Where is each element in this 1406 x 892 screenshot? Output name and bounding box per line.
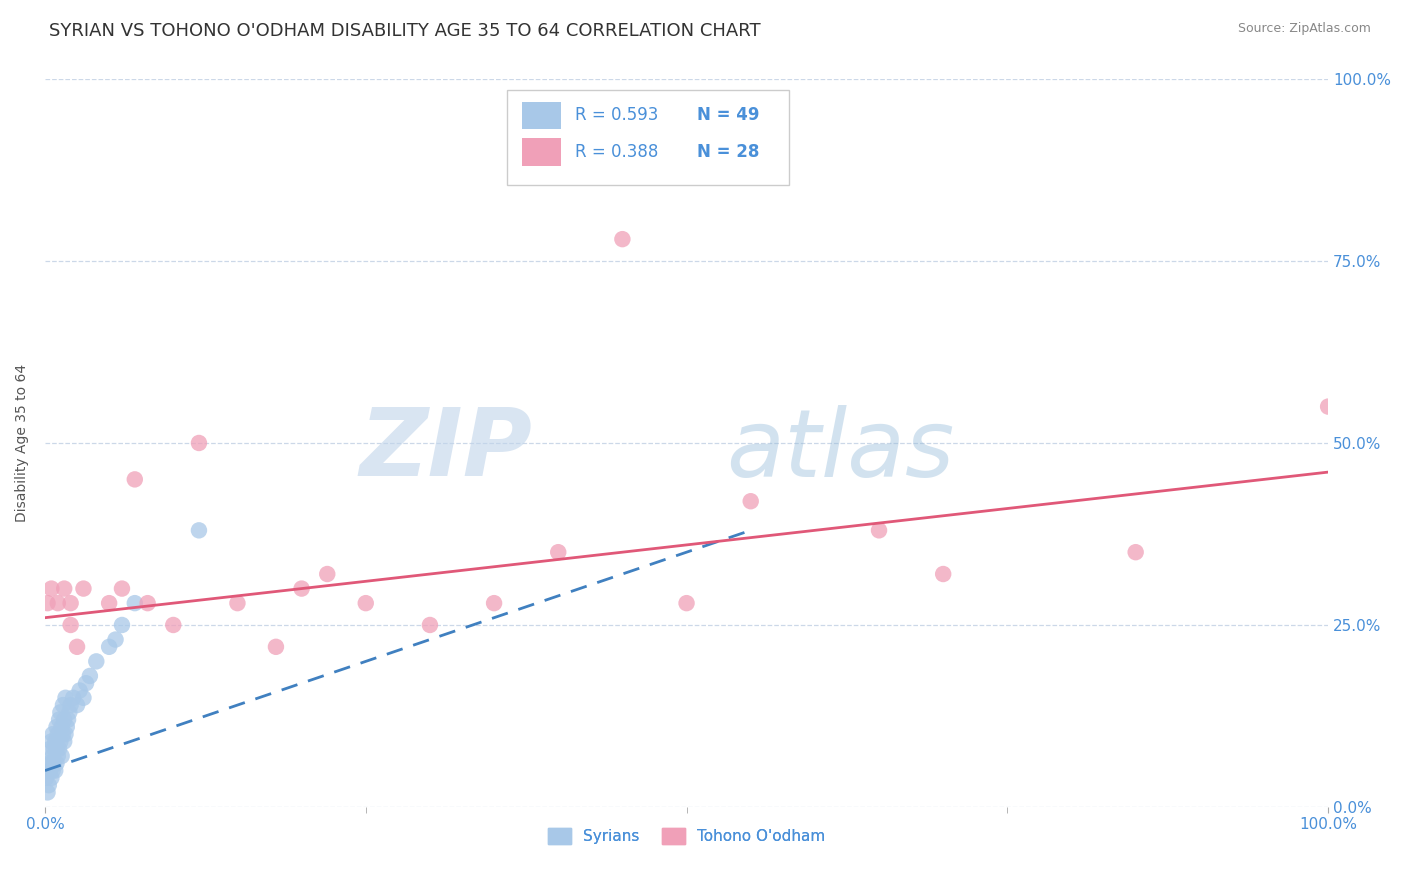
Point bbox=[136, 596, 159, 610]
Point bbox=[62, 690, 84, 705]
Text: ZIP: ZIP bbox=[360, 404, 533, 496]
Point bbox=[49, 734, 72, 748]
Point bbox=[41, 734, 63, 748]
Point bbox=[49, 706, 72, 720]
Point bbox=[55, 727, 77, 741]
Point bbox=[59, 596, 82, 610]
Point bbox=[53, 582, 76, 596]
Point bbox=[42, 756, 65, 771]
Point bbox=[41, 582, 63, 596]
Text: N = 49: N = 49 bbox=[697, 106, 759, 124]
Point bbox=[56, 720, 79, 734]
Point bbox=[291, 582, 314, 596]
Point bbox=[37, 785, 59, 799]
Point bbox=[162, 618, 184, 632]
Point bbox=[419, 618, 441, 632]
Point bbox=[48, 713, 70, 727]
Point bbox=[111, 582, 134, 596]
Point bbox=[45, 720, 67, 734]
Point bbox=[55, 690, 77, 705]
Point bbox=[41, 764, 63, 778]
Point bbox=[79, 669, 101, 683]
Point bbox=[72, 582, 94, 596]
Point bbox=[188, 436, 211, 450]
Point bbox=[104, 632, 127, 647]
Point bbox=[46, 749, 69, 764]
Point bbox=[58, 706, 80, 720]
Point bbox=[37, 596, 59, 610]
Point bbox=[75, 676, 97, 690]
Point bbox=[72, 690, 94, 705]
Legend: Syrians, Tohono O'odham: Syrians, Tohono O'odham bbox=[541, 822, 831, 850]
Point bbox=[59, 698, 82, 712]
Point bbox=[547, 545, 569, 559]
Point bbox=[98, 640, 121, 654]
Point bbox=[41, 749, 63, 764]
Text: Source: ZipAtlas.com: Source: ZipAtlas.com bbox=[1237, 22, 1371, 36]
Text: N = 28: N = 28 bbox=[697, 143, 759, 161]
Point bbox=[52, 698, 75, 712]
Point bbox=[226, 596, 249, 610]
Point bbox=[53, 713, 76, 727]
Y-axis label: Disability Age 35 to 64: Disability Age 35 to 64 bbox=[15, 364, 30, 522]
Point bbox=[740, 494, 762, 508]
Point bbox=[1317, 400, 1340, 414]
Point bbox=[45, 756, 67, 771]
Point bbox=[482, 596, 505, 610]
Point bbox=[316, 567, 339, 582]
Point bbox=[52, 727, 75, 741]
Point bbox=[650, 57, 672, 71]
Point bbox=[56, 713, 79, 727]
Point bbox=[59, 618, 82, 632]
Point bbox=[38, 778, 60, 792]
Point bbox=[51, 749, 73, 764]
Point bbox=[66, 640, 89, 654]
FancyBboxPatch shape bbox=[522, 138, 561, 166]
Point bbox=[38, 756, 60, 771]
Text: atlas: atlas bbox=[727, 405, 955, 496]
Point bbox=[41, 756, 63, 771]
Point bbox=[675, 596, 697, 610]
Point bbox=[41, 771, 63, 785]
Text: SYRIAN VS TOHONO O'ODHAM DISABILITY AGE 35 TO 64 CORRELATION CHART: SYRIAN VS TOHONO O'ODHAM DISABILITY AGE … bbox=[49, 22, 761, 40]
FancyBboxPatch shape bbox=[508, 90, 789, 185]
Point bbox=[41, 727, 63, 741]
Point bbox=[84, 654, 107, 668]
Point bbox=[39, 741, 62, 756]
Point bbox=[1125, 545, 1147, 559]
Point bbox=[124, 596, 146, 610]
Point bbox=[44, 734, 66, 748]
Text: R = 0.593: R = 0.593 bbox=[575, 106, 658, 124]
Point bbox=[932, 567, 955, 582]
Point bbox=[46, 727, 69, 741]
Point bbox=[111, 618, 134, 632]
Point bbox=[124, 472, 146, 486]
Point bbox=[51, 720, 73, 734]
Point bbox=[66, 698, 89, 712]
Point bbox=[188, 524, 211, 538]
Point bbox=[44, 764, 66, 778]
Text: R = 0.388: R = 0.388 bbox=[575, 143, 658, 161]
Point bbox=[48, 741, 70, 756]
FancyBboxPatch shape bbox=[522, 102, 561, 129]
Point bbox=[264, 640, 287, 654]
Point bbox=[46, 596, 69, 610]
Point bbox=[39, 764, 62, 778]
Point bbox=[42, 741, 65, 756]
Point bbox=[354, 596, 377, 610]
Point bbox=[45, 741, 67, 756]
Point bbox=[612, 232, 634, 246]
Point bbox=[98, 596, 121, 610]
Point bbox=[868, 524, 890, 538]
Point bbox=[35, 771, 58, 785]
Point bbox=[53, 734, 76, 748]
Point bbox=[69, 683, 91, 698]
